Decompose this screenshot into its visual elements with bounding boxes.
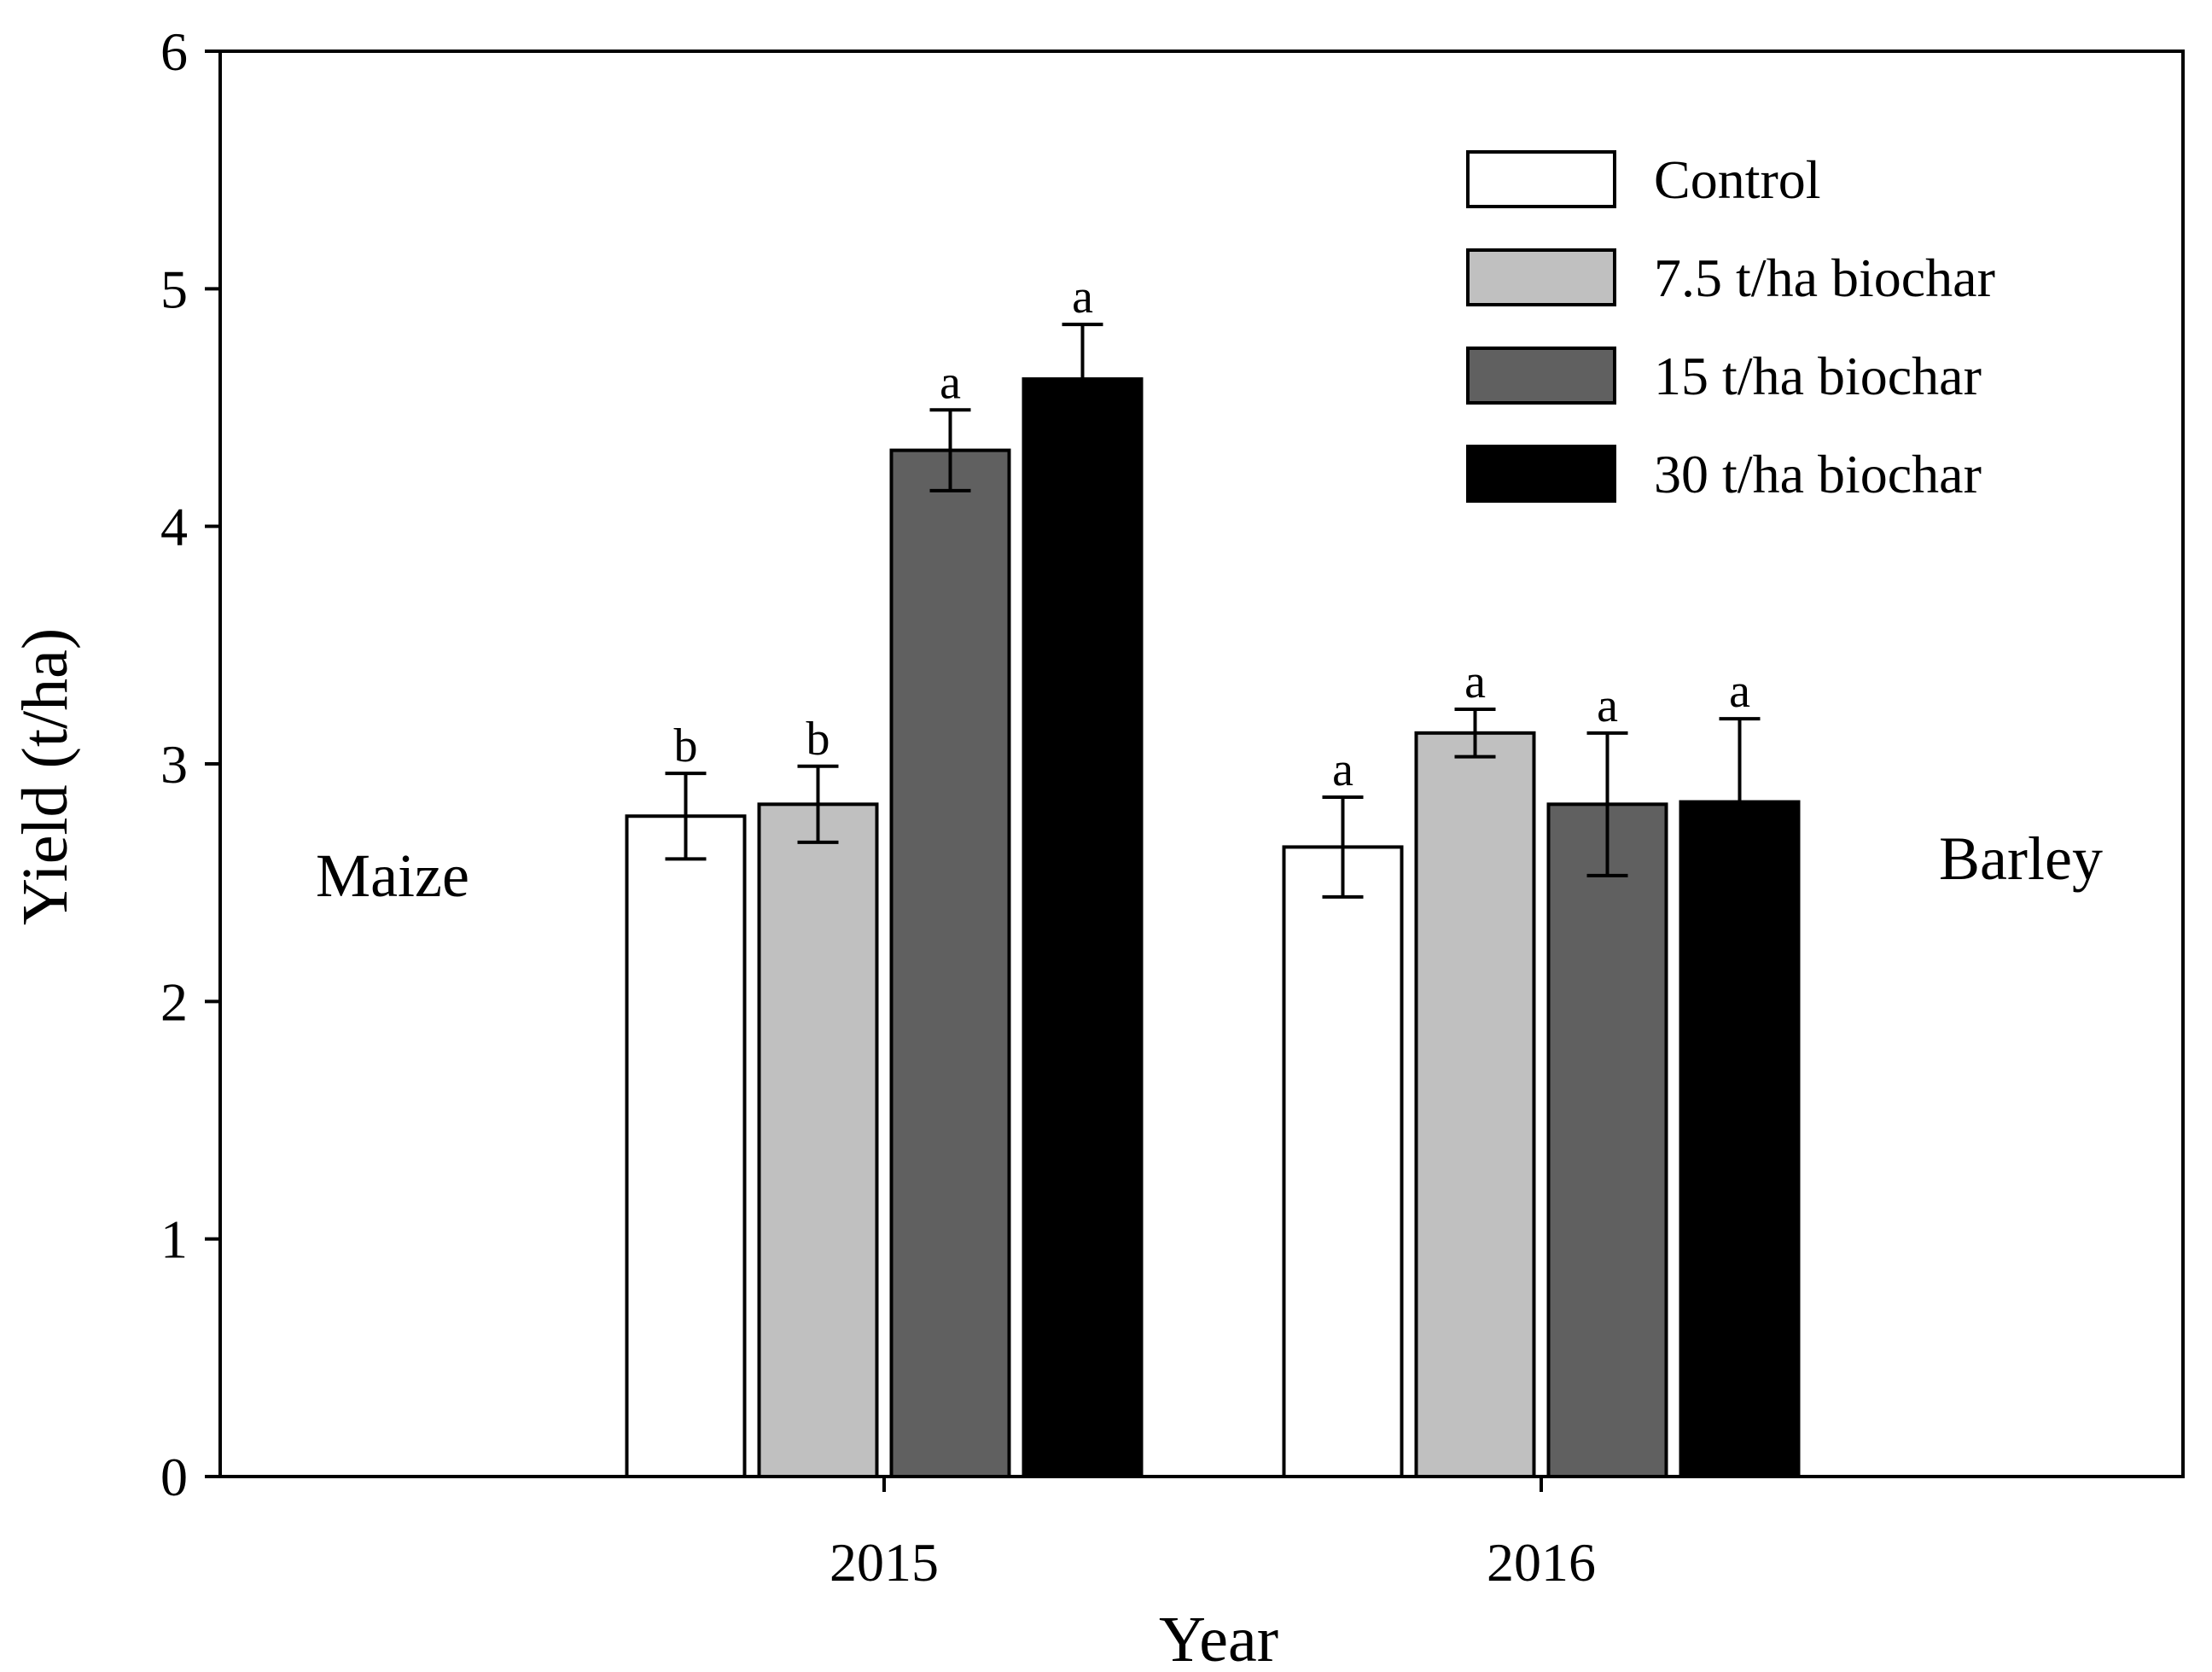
- legend-label: 7.5 t/ha biochar: [1654, 248, 1995, 308]
- legend-swatch: [1466, 445, 1616, 503]
- significance-letter: a: [940, 356, 961, 409]
- bar: [1022, 377, 1144, 1479]
- bar: [1679, 800, 1801, 1478]
- legend-swatch: [1466, 248, 1616, 306]
- significance-letter: a: [1332, 743, 1353, 796]
- crop-label-maize: Maize: [316, 842, 469, 910]
- y-axis-title: Yield (t/ha): [9, 628, 81, 925]
- legend: Control 7.5 t/ha biochar 15 t/ha biochar 30…: [1466, 149, 1995, 504]
- legend-label: Control: [1654, 149, 1821, 210]
- bar: [1546, 802, 1668, 1478]
- bar: [625, 814, 747, 1478]
- y-tick-label: 3: [160, 734, 188, 795]
- x-axis-title: Year: [1159, 1604, 1278, 1672]
- y-tick-label: 6: [160, 21, 188, 82]
- bar: [1282, 845, 1404, 1478]
- y-tick-label: 4: [160, 497, 188, 557]
- x-tick-label: 2016: [1487, 1532, 1596, 1593]
- significance-letter: a: [1072, 271, 1093, 323]
- significance-letter: b: [674, 719, 698, 772]
- y-tick-label: 0: [160, 1447, 188, 1507]
- legend-swatch: [1466, 347, 1616, 405]
- legend-label: 15 t/ha biochar: [1654, 346, 1982, 406]
- y-tick-label: 5: [160, 259, 188, 319]
- bar: [889, 448, 1011, 1478]
- significance-letter: a: [1597, 679, 1618, 732]
- bar: [1414, 731, 1536, 1478]
- legend-swatch: [1466, 150, 1616, 208]
- x-tick-label: 2015: [830, 1532, 939, 1593]
- significance-letter: b: [806, 713, 830, 766]
- y-tick-label: 1: [160, 1209, 188, 1270]
- significance-letter: a: [1729, 665, 1750, 718]
- significance-letter: a: [1464, 655, 1486, 708]
- y-tick-label: 2: [160, 971, 188, 1032]
- crop-label-barley: Barley: [1939, 824, 2103, 893]
- legend-label: 30 t/ha biochar: [1654, 444, 1982, 504]
- chart-labels: Yield (t/ha) Year Maize Barley: [9, 628, 2103, 1672]
- bar: [757, 802, 879, 1478]
- plot-area: 0 1 2 3 4 5 6 2015 b b a a 2016 a a a a: [160, 21, 2185, 1593]
